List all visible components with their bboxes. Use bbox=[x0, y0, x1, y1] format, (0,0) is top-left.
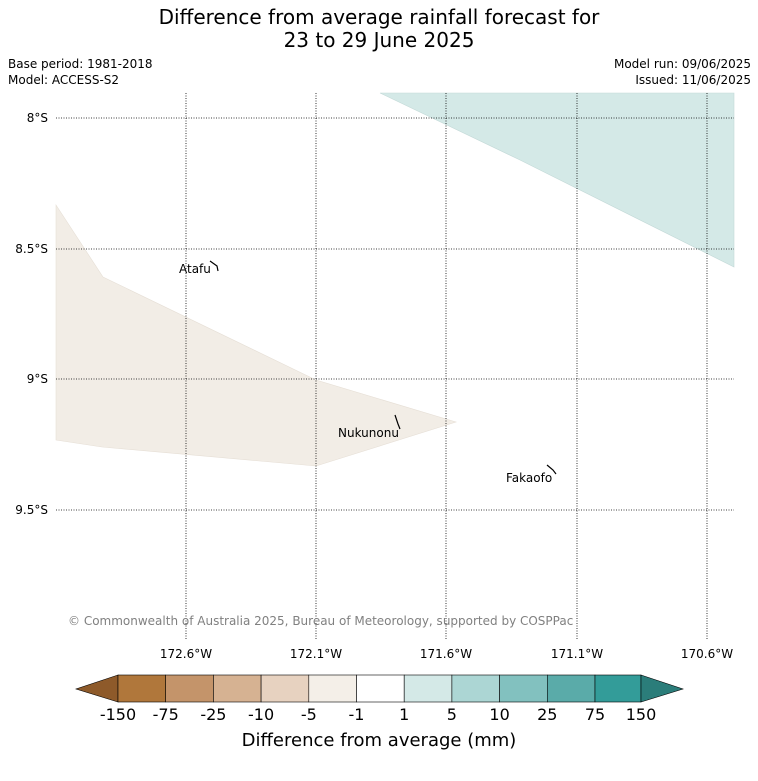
colorbar-tick-label: -150 bbox=[99, 705, 137, 724]
colorbar-tick-label: -1 bbox=[348, 705, 365, 724]
chart-title-line1: Difference from average rainfall forecas… bbox=[158, 5, 600, 29]
lon-label-170-6w: 170.6°W bbox=[680, 647, 734, 661]
dry-anomaly-region bbox=[55, 203, 458, 467]
colorbar-tick-label: 25 bbox=[537, 705, 558, 724]
colorbar-bin bbox=[451, 674, 500, 703]
colorbar-tick-label: -75 bbox=[152, 705, 179, 724]
colorbar-tick-label: 10 bbox=[489, 705, 510, 724]
colorbar-bin bbox=[165, 674, 214, 703]
lon-label-172-6w: 172.6°W bbox=[159, 647, 213, 661]
island-label-atafu: Atafu bbox=[179, 262, 211, 276]
island-label-fakaofo: Fakaofo bbox=[506, 471, 553, 485]
lat-label-9-5s: 9.5°S bbox=[15, 503, 48, 517]
colorbar-tick-label: 150 bbox=[625, 705, 657, 724]
copyright-notice: © Commonwealth of Australia 2025, Bureau… bbox=[68, 614, 574, 628]
colorbar-extend-high bbox=[640, 674, 684, 703]
colorbar-tick-label: 75 bbox=[584, 705, 606, 724]
colorbar-tick-label: -10 bbox=[248, 705, 275, 724]
lon-label-171-1w: 171.1°W bbox=[550, 647, 604, 661]
colorbar-bin bbox=[117, 674, 167, 703]
colorbar-extend-low bbox=[75, 674, 119, 703]
atafu-island-shape bbox=[209, 260, 219, 272]
colorbar-bin bbox=[499, 674, 548, 703]
colorbar-bin bbox=[260, 674, 310, 703]
lat-label-8-5s: 8.5°S bbox=[15, 242, 48, 256]
colorbar bbox=[75, 674, 684, 703]
lat-label-9s: 9°S bbox=[26, 372, 48, 386]
model-run: Model run: 09/06/2025 bbox=[613, 57, 751, 71]
colorbar-tick-label: -25 bbox=[200, 705, 227, 724]
colorbar-bin bbox=[213, 674, 262, 703]
issued-date: Issued: 11/06/2025 bbox=[635, 73, 751, 87]
island-label-nukunonu: Nukunonu bbox=[338, 426, 399, 440]
model-name: Model: ACCESS-S2 bbox=[8, 73, 120, 87]
chart-title-line2: 23 to 29 June 2025 bbox=[283, 28, 475, 52]
colorbar-bin bbox=[594, 674, 642, 703]
colorbar-title: Difference from average (mm) bbox=[241, 730, 517, 751]
colorbar-bin bbox=[403, 674, 453, 703]
colorbar-tick-label: -5 bbox=[300, 705, 317, 724]
colorbar-bin bbox=[308, 674, 357, 703]
lon-label-171-6w: 171.6°W bbox=[419, 647, 473, 661]
nukunonu-island-shape bbox=[394, 414, 401, 430]
colorbar-tick-label: 5 bbox=[446, 705, 457, 724]
colorbar-bin bbox=[356, 674, 405, 703]
fakaofo-island-shape bbox=[546, 464, 557, 475]
lat-label-8s: 8°S bbox=[26, 111, 48, 125]
lon-label-172-1w: 172.1°W bbox=[289, 647, 343, 661]
wet-anomaly-region bbox=[379, 92, 735, 268]
colorbar-tick-label: 1 bbox=[399, 705, 410, 724]
base-period: Base period: 1981-2018 bbox=[8, 57, 153, 71]
colorbar-bin bbox=[546, 674, 596, 703]
